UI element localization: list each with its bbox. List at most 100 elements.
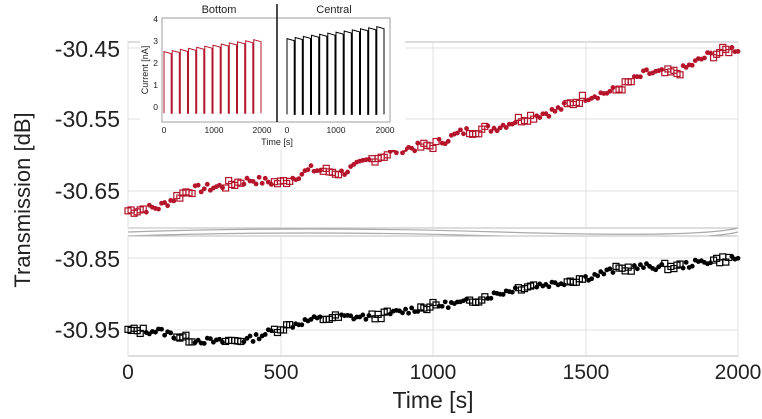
lower-dot-marker-30: [217, 336, 222, 342]
lower-square-marker-19: [182, 331, 190, 339]
upper-dot-marker-200: [735, 48, 741, 54]
lower-dot-marker-38: [241, 339, 247, 345]
inset-title-central: Central: [316, 4, 351, 16]
upper-dot-marker-168: [638, 74, 643, 80]
lower-dot-marker-90: [400, 310, 405, 316]
upper-square-marker-21: [188, 189, 196, 198]
lower-dot-marker-78: [363, 316, 369, 322]
lower-dot-marker-169: [641, 265, 646, 271]
lower-series-points: [124, 253, 741, 346]
lower-dot-marker-104: [442, 299, 448, 305]
lower-square-marker-149: [578, 275, 587, 283]
upper-dot-marker-154: [595, 95, 601, 101]
upper-dot-marker-198: [729, 45, 735, 50]
lower-dot-marker-14: [168, 330, 174, 336]
upper-dot-marker-135: [537, 115, 543, 120]
upper-dot-marker-13: [165, 203, 171, 209]
x-axis-ticks: 0 500 1000 1500 2000: [122, 361, 761, 384]
upper-square-marker-197: [725, 49, 733, 57]
inset-y-tick-2: 2: [153, 58, 158, 68]
inset-y-tick-0: 0: [153, 102, 158, 112]
lower-dot-marker-77: [360, 312, 366, 318]
upper-dot-marker-102: [436, 136, 442, 142]
x-axis-label: Time [s]: [393, 387, 474, 413]
upper-dot-marker-60: [308, 163, 314, 169]
inset-y-tick-3: 3: [153, 36, 158, 46]
upper-dot-marker-110: [461, 131, 466, 137]
upper-dot-marker-12: [162, 200, 168, 205]
lower-dot-marker-45: [262, 332, 268, 337]
lower-dot-marker-159: [610, 270, 616, 275]
lower-square-marker-165: [627, 267, 635, 275]
lower-dot-marker-40: [247, 333, 253, 339]
upper-dot-marker-15: [171, 198, 177, 204]
lower-dot-marker-105: [445, 305, 451, 311]
lower-dot-marker-126: [509, 289, 515, 295]
upper-dot-marker-24: [198, 189, 204, 195]
upper-square-marker-181: [676, 71, 684, 79]
upper-square-marker-162: [618, 86, 626, 94]
inset-x-tick-right-0: 0: [285, 125, 290, 135]
lower-dot-marker-23: [195, 337, 201, 343]
upper-dot-marker-189: [702, 55, 707, 61]
inset-x-tick-left-1000: 1000: [205, 125, 224, 135]
inset-x-axis-label: Time [s]: [261, 137, 293, 147]
upper-dot-marker-118: [485, 123, 491, 129]
x-tick-label-2000: 2000: [715, 361, 762, 384]
lower-grid: [127, 236, 739, 356]
y-tick-label-lower-0: -30.85: [55, 246, 120, 272]
lower-square-marker-181: [676, 260, 684, 268]
upper-dot-marker-105: [445, 138, 451, 144]
upper-dot-marker-142: [558, 107, 564, 112]
lower-panel: -30.85 -30.95: [55, 235, 741, 357]
upper-square-marker-100: [429, 144, 437, 153]
upper-dot-marker-185: [689, 62, 695, 68]
inset-x-tick-right-2000: 2000: [376, 125, 395, 135]
upper-square-marker-165: [627, 78, 635, 86]
upper-dot-marker-43: [256, 174, 262, 180]
upper-dot-marker-56: [296, 176, 302, 182]
lower-dot-marker-103: [439, 303, 445, 309]
upper-dot-marker-25: [201, 186, 207, 192]
upper-dot-marker-44: [259, 180, 265, 186]
lower-dot-marker-25: [201, 341, 207, 346]
upper-square-marker-53: [286, 177, 294, 185]
upper-dot-marker-6: [143, 209, 149, 215]
lower-dot-marker-167: [634, 266, 640, 272]
upper-dot-marker-38: [241, 181, 247, 187]
x-tick-label-0: 0: [122, 361, 134, 384]
lower-square-marker-5: [139, 324, 147, 332]
lower-dot-marker-183: [683, 259, 689, 265]
inset-y-tick-1: 1: [153, 80, 158, 90]
lower-dot-marker-152: [589, 276, 594, 282]
upper-dot-marker-45: [262, 175, 268, 181]
lower-square-marker-53: [286, 321, 294, 329]
lower-dot-marker-93: [409, 305, 415, 311]
y-tick-label-lower-1: -30.95: [55, 317, 120, 343]
lower-dot-marker-182: [680, 265, 686, 271]
upper-dot-marker-140: [552, 108, 558, 114]
lower-dot-marker-185: [689, 263, 695, 269]
y-tick-label-upper-1: -30.55: [55, 106, 120, 132]
lower-dot-marker-41: [250, 339, 256, 344]
lower-square-marker-85: [383, 307, 391, 315]
inset-x-tick-left-2000: 2000: [253, 125, 272, 135]
x-tick-label-1000: 1000: [410, 361, 457, 384]
x-tick-label-1500: 1500: [563, 361, 610, 384]
upper-dot-marker-10: [156, 206, 161, 212]
upper-dot-marker-72: [345, 169, 350, 175]
upper-dot-marker-138: [546, 113, 552, 119]
upper-dot-marker-109: [458, 127, 463, 133]
upper-square-marker-32: [222, 184, 230, 192]
inset-series-lines: [163, 26, 385, 115]
lower-dot-marker-57: [299, 322, 305, 328]
upper-dot-marker-122: [497, 125, 503, 131]
upper-dot-marker-23: [195, 182, 201, 188]
upper-square-marker-5: [139, 205, 147, 213]
lower-dot-marker-156: [601, 271, 607, 277]
lower-dot-marker-12: [162, 332, 168, 338]
axis-break-line-1: [127, 227, 739, 235]
inset-x-tick-right-1000: 1000: [327, 125, 346, 135]
lower-dot-marker-123: [500, 292, 506, 297]
lower-dot-marker-86: [387, 311, 393, 317]
